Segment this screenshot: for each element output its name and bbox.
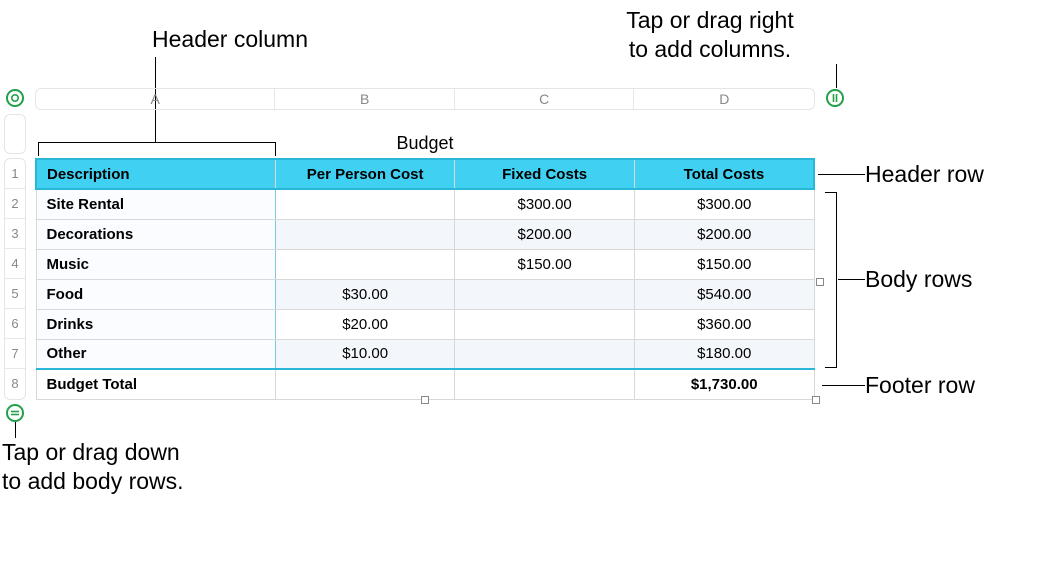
footer-label[interactable]: Budget Total: [36, 369, 275, 399]
row-header-6[interactable]: 6: [5, 309, 25, 339]
footer-cell[interactable]: [455, 369, 635, 399]
cell[interactable]: Other: [36, 339, 275, 369]
callout-footer-row-line: [822, 385, 865, 386]
body-rows-bracket: [825, 192, 837, 368]
column-headers: A B C D: [35, 88, 815, 110]
callout-add-rows-line: [15, 422, 16, 438]
add-rows-handle[interactable]: [6, 404, 24, 422]
cell[interactable]: $20.00: [275, 309, 455, 339]
cell[interactable]: $200.00: [455, 219, 635, 249]
column-header-b[interactable]: B: [275, 89, 455, 109]
column-header-d[interactable]: D: [634, 89, 814, 109]
row-header-5[interactable]: 5: [5, 279, 25, 309]
cell[interactable]: [275, 219, 455, 249]
table-body: Site Rental $300.00 $300.00 Decorations …: [36, 189, 814, 369]
cell[interactable]: $300.00: [455, 189, 635, 219]
cell[interactable]: [275, 249, 455, 279]
cell[interactable]: $150.00: [634, 249, 814, 279]
cell[interactable]: Music: [36, 249, 275, 279]
footer-total[interactable]: $1,730.00: [634, 369, 814, 399]
footer-cell[interactable]: [275, 369, 455, 399]
header-fixed-costs[interactable]: Fixed Costs: [455, 159, 635, 189]
row-header-3[interactable]: 3: [5, 219, 25, 249]
table-row[interactable]: Other $10.00 $180.00: [36, 339, 814, 369]
table-row[interactable]: Site Rental $300.00 $300.00: [36, 189, 814, 219]
row-header-8[interactable]: 8: [5, 369, 25, 399]
cell[interactable]: Decorations: [36, 219, 275, 249]
callout-header-row: Header row: [865, 160, 1035, 189]
table-row[interactable]: Decorations $200.00 $200.00: [36, 219, 814, 249]
cell[interactable]: $200.00: [634, 219, 814, 249]
row-header-gap: [4, 114, 26, 154]
cell[interactable]: $180.00: [634, 339, 814, 369]
selection-handle[interactable]: [812, 396, 820, 404]
cell[interactable]: Site Rental: [36, 189, 275, 219]
callout-add-rows: Tap or drag down to add body rows.: [2, 438, 232, 496]
callout-header-row-line: [818, 174, 865, 175]
selection-handle[interactable]: [421, 396, 429, 404]
row-headers: 1 2 3 4 5 6 7 8: [4, 158, 26, 400]
row-header-1[interactable]: 1: [5, 159, 25, 189]
callout-body-rows: Body rows: [865, 265, 1035, 294]
footer-row[interactable]: Budget Total $1,730.00: [36, 369, 814, 399]
header-total-costs[interactable]: Total Costs: [634, 159, 814, 189]
cell[interactable]: $360.00: [634, 309, 814, 339]
row-header-7[interactable]: 7: [5, 339, 25, 369]
callout-add-columns-line: [836, 64, 837, 88]
cell[interactable]: Food: [36, 279, 275, 309]
cell[interactable]: $300.00: [634, 189, 814, 219]
callout-footer-row: Footer row: [865, 371, 1035, 400]
table-corner-handle[interactable]: [6, 89, 24, 107]
row-header-2[interactable]: 2: [5, 189, 25, 219]
cell[interactable]: $10.00: [275, 339, 455, 369]
cell[interactable]: $30.00: [275, 279, 455, 309]
cell[interactable]: [275, 189, 455, 219]
table-row[interactable]: Music $150.00 $150.00: [36, 249, 814, 279]
table-row[interactable]: Food $30.00 $540.00: [36, 279, 814, 309]
header-per-person[interactable]: Per Person Cost: [275, 159, 455, 189]
header-row[interactable]: Description Per Person Cost Fixed Costs …: [36, 159, 814, 189]
column-header-c[interactable]: C: [455, 89, 635, 109]
add-columns-handle[interactable]: [826, 89, 844, 107]
cell[interactable]: Drinks: [36, 309, 275, 339]
cell[interactable]: [455, 309, 635, 339]
table-row[interactable]: Drinks $20.00 $360.00: [36, 309, 814, 339]
header-description[interactable]: Description: [36, 159, 275, 189]
callout-header-column: Header column: [110, 25, 350, 54]
cell[interactable]: [455, 279, 635, 309]
row-header-4[interactable]: 4: [5, 249, 25, 279]
callout-body-rows-line: [838, 279, 865, 280]
table-title[interactable]: Budget: [35, 133, 815, 154]
callout-add-columns: Tap or drag right to add columns.: [570, 6, 850, 64]
column-header-a[interactable]: A: [36, 89, 275, 109]
budget-table[interactable]: Description Per Person Cost Fixed Costs …: [35, 158, 815, 400]
cell[interactable]: $150.00: [455, 249, 635, 279]
selection-handle[interactable]: [816, 278, 824, 286]
cell[interactable]: [455, 339, 635, 369]
cell[interactable]: $540.00: [634, 279, 814, 309]
